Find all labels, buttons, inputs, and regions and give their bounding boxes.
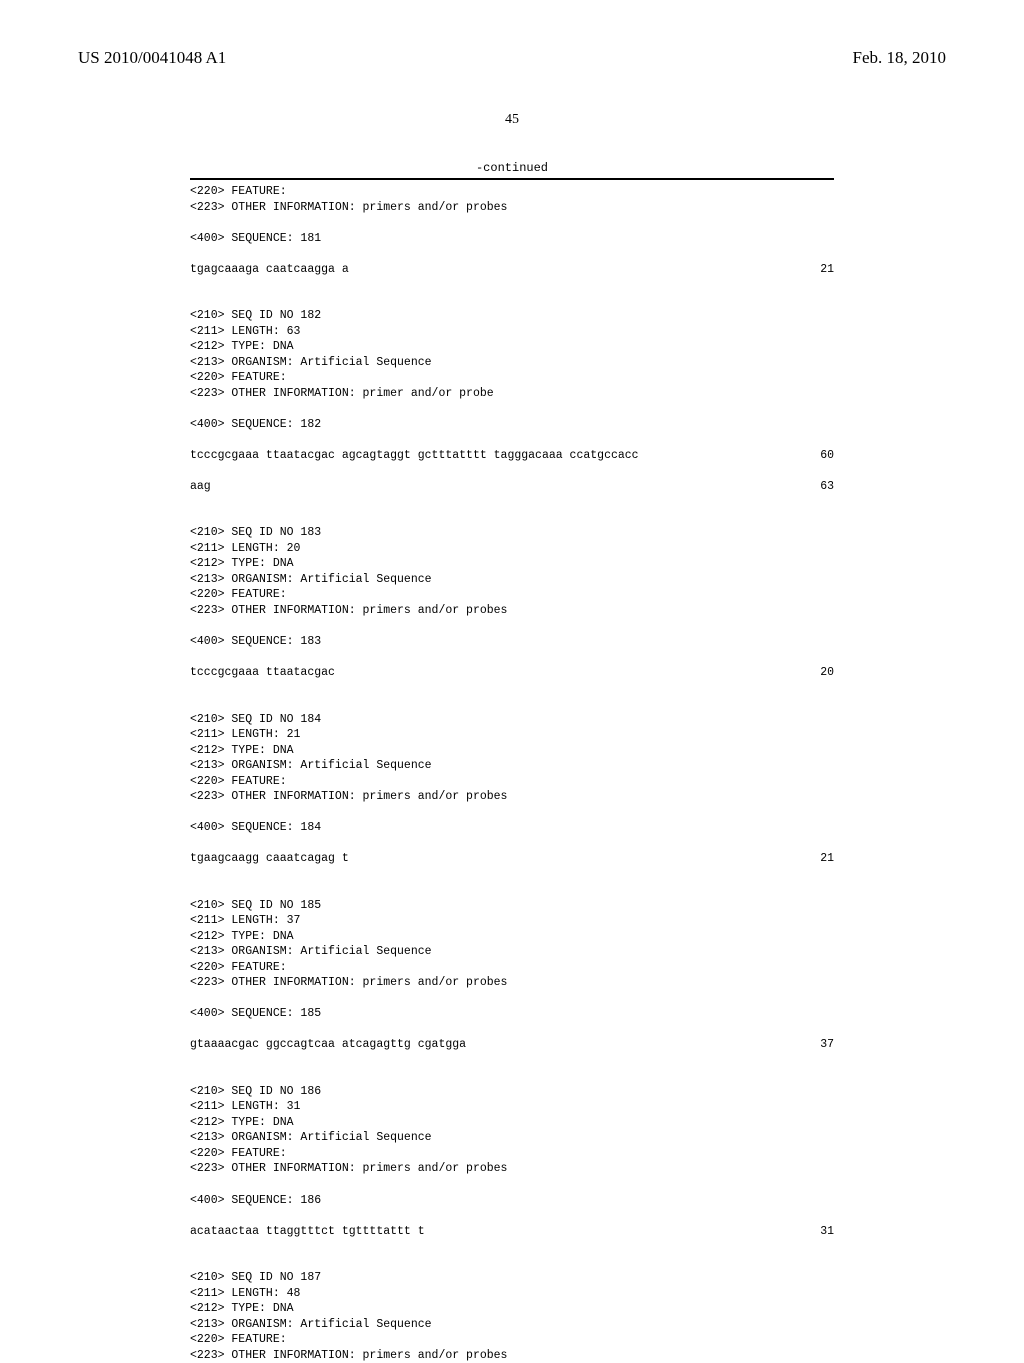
meta-line: <211> LENGTH: 21: [190, 727, 834, 743]
meta-line: <213> ORGANISM: Artificial Sequence: [190, 355, 834, 371]
meta-line: <211> LENGTH: 37: [190, 913, 834, 929]
spacer: [190, 696, 834, 712]
sequence-line: tcccgcgaaa ttaatacgac agcagtaggt gctttat…: [190, 448, 834, 464]
sequence-text: tcccgcgaaa ttaatacgac agcagtaggt gctttat…: [190, 448, 639, 464]
sequence-position: 63: [820, 479, 834, 495]
meta-line: <211> LENGTH: 20: [190, 541, 834, 557]
meta-line: <212> TYPE: DNA: [190, 556, 834, 572]
meta-line: <223> OTHER INFORMATION: primers and/or …: [190, 789, 834, 805]
meta-line: <220> FEATURE:: [190, 1146, 834, 1162]
meta-line: <220> FEATURE:: [190, 587, 834, 603]
meta-line: <212> TYPE: DNA: [190, 339, 834, 355]
publication-date: Feb. 18, 2010: [853, 48, 947, 68]
meta-line: <220> FEATURE:: [190, 370, 834, 386]
continued-label: -continued: [0, 161, 1024, 175]
sequence-position: 31: [820, 1224, 834, 1240]
sequence-line: gtaaaacgac ggccagtcaa atcagagttg cgatgga…: [190, 1037, 834, 1053]
meta-line: <210> SEQ ID NO 186: [190, 1084, 834, 1100]
sequence-line: tgagcaaaga caatcaagga a 21: [190, 262, 834, 278]
publication-number: US 2010/0041048 A1: [78, 48, 226, 68]
meta-line: <213> ORGANISM: Artificial Sequence: [190, 572, 834, 588]
spacer: [190, 1022, 834, 1038]
sequence-label: <400> SEQUENCE: 183: [190, 634, 834, 650]
spacer: [190, 836, 834, 852]
meta-line: <220> FEATURE:: [190, 774, 834, 790]
sequence-listing-content: <220> FEATURE:<223> OTHER INFORMATION: p…: [190, 184, 834, 1363]
spacer: [190, 681, 834, 697]
sequence-label: <400> SEQUENCE: 185: [190, 1006, 834, 1022]
meta-line: <220> FEATURE:: [190, 960, 834, 976]
meta-line: <213> ORGANISM: Artificial Sequence: [190, 1317, 834, 1333]
meta-line: <212> TYPE: DNA: [190, 929, 834, 945]
sequence-line: aag 63: [190, 479, 834, 495]
spacer: [190, 293, 834, 309]
spacer: [190, 867, 834, 883]
spacer: [190, 1053, 834, 1069]
meta-line: <210> SEQ ID NO 185: [190, 898, 834, 914]
meta-line: <210> SEQ ID NO 187: [190, 1270, 834, 1286]
spacer: [190, 1177, 834, 1193]
meta-line: <223> OTHER INFORMATION: primer and/or p…: [190, 386, 834, 402]
sequence-text: tcccgcgaaa ttaatacgac: [190, 665, 335, 681]
sequence-line: acataactaa ttaggtttct tgttttattt t 31: [190, 1224, 834, 1240]
meta-line: <223> OTHER INFORMATION: primers and/or …: [190, 1348, 834, 1363]
spacer: [190, 1068, 834, 1084]
spacer: [190, 1208, 834, 1224]
sequence-position: 37: [820, 1037, 834, 1053]
spacer: [190, 1239, 834, 1255]
spacer: [190, 246, 834, 262]
sequence-line: tgaagcaagg caaatcagag t 21: [190, 851, 834, 867]
meta-line: <212> TYPE: DNA: [190, 1301, 834, 1317]
sequence-text: tgagcaaaga caatcaagga a: [190, 262, 349, 278]
spacer: [190, 805, 834, 821]
sequence-label: <400> SEQUENCE: 181: [190, 231, 834, 247]
sequence-label: <400> SEQUENCE: 184: [190, 820, 834, 836]
sequence-text: tgaagcaagg caaatcagag t: [190, 851, 349, 867]
spacer: [190, 991, 834, 1007]
sequence-label: <400> SEQUENCE: 182: [190, 417, 834, 433]
page-number: 45: [0, 112, 1024, 128]
meta-line: <213> ORGANISM: Artificial Sequence: [190, 1130, 834, 1146]
meta-line: <211> LENGTH: 31: [190, 1099, 834, 1115]
meta-line: <212> TYPE: DNA: [190, 1115, 834, 1131]
meta-line: <223> OTHER INFORMATION: primers and/or …: [190, 1161, 834, 1177]
horizontal-rule: [190, 178, 834, 180]
sequence-position: 20: [820, 665, 834, 681]
sequence-position: 21: [820, 851, 834, 867]
spacer: [190, 277, 834, 293]
meta-line: <220> FEATURE:: [190, 1332, 834, 1348]
spacer: [190, 494, 834, 510]
sequence-line: tcccgcgaaa ttaatacgac 20: [190, 665, 834, 681]
meta-line: <211> LENGTH: 48: [190, 1286, 834, 1302]
sequence-text: gtaaaacgac ggccagtcaa atcagagttg cgatgga: [190, 1037, 466, 1053]
spacer: [190, 618, 834, 634]
meta-line: <223> OTHER INFORMATION: primers and/or …: [190, 603, 834, 619]
meta-line: <223> OTHER INFORMATION: primers and/or …: [190, 975, 834, 991]
meta-line: <210> SEQ ID NO 184: [190, 712, 834, 728]
spacer: [190, 882, 834, 898]
meta-line: <213> ORGANISM: Artificial Sequence: [190, 944, 834, 960]
spacer: [190, 432, 834, 448]
meta-line: <212> TYPE: DNA: [190, 743, 834, 759]
meta-line: <210> SEQ ID NO 183: [190, 525, 834, 541]
meta-line: <213> ORGANISM: Artificial Sequence: [190, 758, 834, 774]
spacer: [190, 463, 834, 479]
meta-line: <223> OTHER INFORMATION: primers and/or …: [190, 200, 834, 216]
sequence-position: 21: [820, 262, 834, 278]
spacer: [190, 215, 834, 231]
sequence-text: acataactaa ttaggtttct tgttttattt t: [190, 1224, 425, 1240]
page-header: US 2010/0041048 A1 Feb. 18, 2010: [0, 48, 1024, 68]
spacer: [190, 1255, 834, 1271]
meta-line: <220> FEATURE:: [190, 184, 834, 200]
sequence-text: aag: [190, 479, 211, 495]
sequence-label: <400> SEQUENCE: 186: [190, 1193, 834, 1209]
sequence-position: 60: [820, 448, 834, 464]
meta-line: <210> SEQ ID NO 182: [190, 308, 834, 324]
spacer: [190, 510, 834, 526]
spacer: [190, 401, 834, 417]
meta-line: <211> LENGTH: 63: [190, 324, 834, 340]
spacer: [190, 649, 834, 665]
